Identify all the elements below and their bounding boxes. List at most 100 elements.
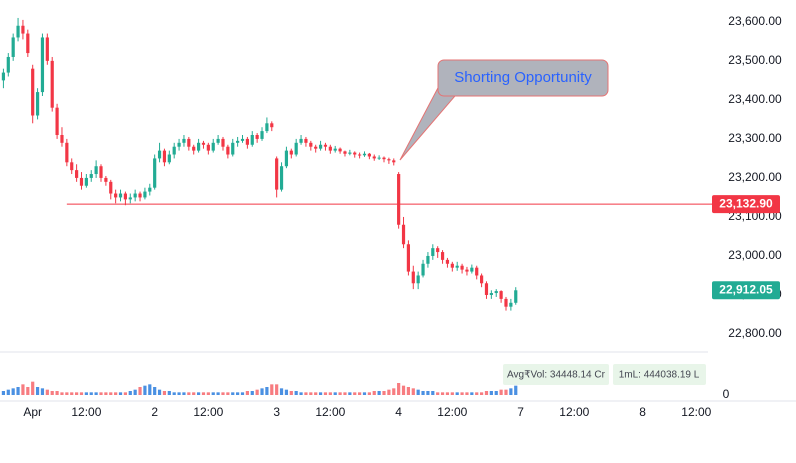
volume-bar — [65, 392, 69, 395]
candle-body — [35, 92, 40, 116]
candle-body — [387, 159, 391, 161]
x-tick-label: Apr — [23, 405, 42, 419]
volume-bar — [284, 389, 289, 395]
volume-bar — [11, 388, 15, 395]
volume-bar — [406, 387, 411, 395]
volume-bar — [75, 392, 79, 395]
candle-body — [470, 267, 474, 272]
volume-bar — [323, 392, 328, 395]
volume-bar — [123, 392, 128, 395]
candle-body — [270, 123, 274, 128]
volume-bar — [343, 392, 347, 395]
volume-bar — [426, 391, 430, 395]
volume-stat: Avg₹Vol: 34448.14 Cr — [507, 370, 606, 381]
candle-body — [318, 144, 323, 149]
volume-bar — [211, 392, 215, 395]
volume-bar — [99, 392, 103, 395]
candle-body — [153, 158, 157, 188]
volume-bar — [84, 392, 88, 395]
candle-body — [260, 131, 264, 139]
volume-bar — [162, 391, 167, 395]
candle-body — [309, 142, 313, 147]
candle-body — [279, 166, 284, 190]
candle-body — [148, 187, 152, 192]
candle-body — [172, 146, 176, 155]
volume-bar — [250, 391, 254, 395]
volume-bar — [479, 392, 484, 395]
candle-body — [221, 138, 225, 147]
volume-bar — [411, 388, 415, 395]
volume-bar — [236, 392, 240, 395]
volume-bar — [255, 389, 259, 395]
volume-bar — [265, 387, 269, 395]
volume-bar — [206, 392, 210, 395]
candle-body — [392, 160, 396, 163]
candle-body — [397, 174, 401, 225]
candle-body — [182, 138, 186, 143]
candle-body — [226, 146, 230, 155]
y-tick-label: 23,400.00 — [728, 92, 782, 106]
x-tick-label: 3 — [273, 405, 280, 419]
stat-box — [503, 364, 609, 385]
volume-bar — [294, 391, 298, 395]
volume-bar — [367, 392, 371, 395]
candle-body — [294, 142, 298, 155]
candle-body — [372, 156, 376, 159]
candle-body — [65, 142, 69, 163]
volume-bar — [450, 392, 454, 395]
volume-bar — [499, 389, 503, 395]
candle-body — [118, 193, 123, 198]
volume-bar — [6, 389, 10, 395]
volume-bar — [201, 392, 206, 395]
candle-body — [333, 148, 337, 151]
volume-bar — [455, 392, 459, 395]
volume-bar — [401, 385, 406, 395]
candle-body — [460, 265, 464, 270]
candle-body — [362, 153, 367, 156]
volume-bar — [192, 392, 196, 395]
candle-body — [40, 37, 45, 93]
candle-body — [231, 142, 235, 155]
volume-bar — [1, 391, 6, 395]
x-tick-label: 12:00 — [71, 405, 101, 419]
x-tick-label: 2 — [151, 405, 158, 419]
candle-body — [123, 193, 128, 200]
volume-bar — [275, 384, 279, 395]
candle-body — [45, 37, 49, 61]
candle-body — [196, 142, 201, 151]
candle-body — [377, 157, 381, 159]
candle-body — [382, 157, 386, 160]
candle-body — [304, 138, 308, 143]
volume-bar — [118, 392, 123, 395]
candle-body — [26, 33, 30, 54]
volume-bar — [475, 392, 479, 395]
volume-bar — [89, 392, 93, 395]
volume-bar — [489, 391, 493, 395]
volume-bar — [431, 391, 435, 395]
candle-body — [177, 142, 181, 147]
volume-bar — [153, 387, 157, 395]
volume-bar — [260, 388, 264, 395]
volume-bar — [333, 392, 337, 395]
volume-stat: 1mL: 444038.19 L — [619, 370, 700, 381]
x-tick-label: 12:00 — [681, 405, 711, 419]
volume-bar — [289, 391, 293, 395]
volume-bar — [60, 392, 64, 395]
candle-body — [206, 144, 210, 151]
volume-bar — [348, 392, 352, 395]
candle-body — [192, 146, 196, 151]
volume-bar — [338, 392, 342, 395]
volume-bar — [382, 391, 386, 395]
volume-bar — [245, 391, 249, 395]
stat-box — [613, 364, 706, 385]
candle-body — [250, 135, 254, 145]
volume-bar — [314, 392, 318, 395]
volume-bar — [299, 392, 303, 395]
candle-body — [236, 140, 240, 143]
candle-body — [431, 248, 435, 256]
volume-bar — [31, 381, 35, 395]
candle-body — [79, 177, 84, 186]
volume-bar — [460, 392, 464, 395]
candle-body — [75, 170, 79, 178]
